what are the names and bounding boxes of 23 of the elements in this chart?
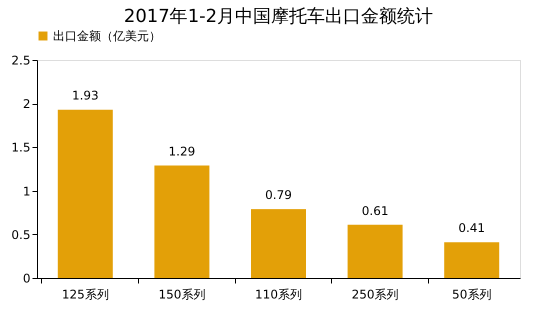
x-tick-label: 110系列: [255, 288, 302, 302]
x-tick-label: 125系列: [62, 288, 109, 302]
bar: [58, 110, 113, 278]
y-tick-label: 0.5: [11, 228, 30, 242]
y-tick-label: 1: [22, 184, 30, 198]
data-label: 0.79: [265, 188, 292, 202]
y-tick-label: 2: [22, 97, 30, 112]
bar: [348, 224, 403, 278]
data-label: 0.61: [362, 204, 388, 218]
bar: [444, 242, 500, 278]
bar: [251, 209, 306, 278]
y-tick-label: 1.5: [11, 140, 30, 155]
y-tick-label: 2.5: [11, 54, 30, 68]
chart-title: 2017年1-2月中国摩托车出口金额统计: [124, 6, 434, 27]
bar: [154, 166, 210, 278]
data-label: 1.29: [168, 144, 196, 159]
legend-label: 出口金额（亿美元）: [53, 29, 161, 43]
data-label: 1.93: [72, 88, 99, 103]
data-label: 0.41: [458, 221, 486, 236]
x-tick-label: 150系列: [158, 288, 206, 302]
y-tick-label: 0: [22, 272, 30, 286]
x-tick-label: 250系列: [352, 288, 399, 302]
x-tick-label: 50系列: [452, 288, 492, 302]
